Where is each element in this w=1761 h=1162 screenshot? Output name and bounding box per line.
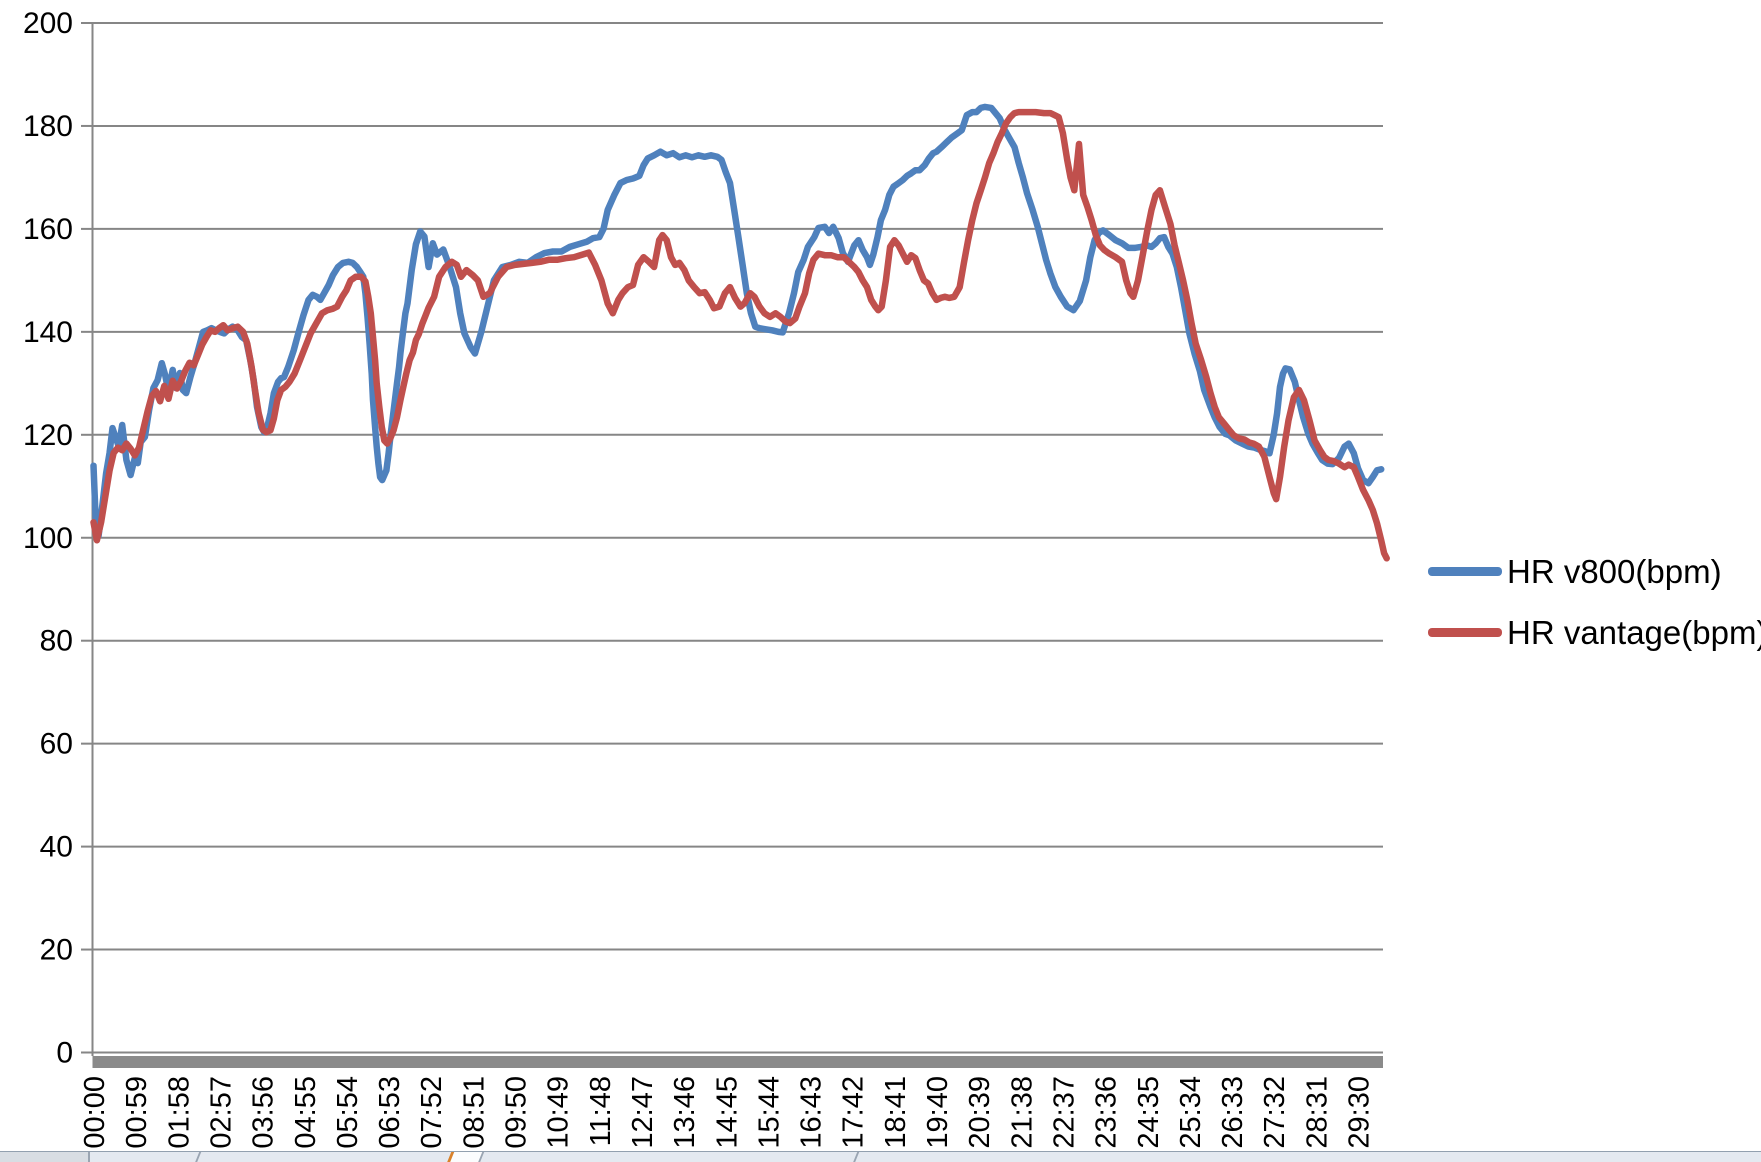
x-axis-label-10-49: 10:49: [543, 1076, 575, 1149]
y-axis-label-60: 60: [40, 728, 73, 761]
legend-swatch-red-line: [1428, 627, 1502, 637]
x-axis-label-23-36: 23:36: [1091, 1076, 1123, 1149]
x-axis-label-22-37: 22:37: [1048, 1076, 1080, 1149]
legend-label-hr-v800: HR v800(bpm): [1507, 552, 1722, 590]
x-axis-label-29-30: 29:30: [1344, 1076, 1376, 1149]
y-axis-label-80: 80: [40, 625, 73, 658]
x-axis-label-25-34: 25:34: [1175, 1076, 1207, 1149]
x-axis-label-05-54: 05:54: [332, 1076, 364, 1149]
x-axis-label-26-33: 26:33: [1217, 1076, 1249, 1149]
x-axis-label-11-48: 11:48: [585, 1076, 617, 1146]
x-axis-label-28-31: 28:31: [1301, 1076, 1333, 1149]
x-axis-label-18-41: 18:41: [880, 1076, 912, 1149]
x-axis-label-08-51: 08:51: [458, 1076, 490, 1149]
legend-label-hr-vantage: HR vantage(bpm): [1507, 613, 1761, 651]
x-axis-label-01-58: 01:58: [163, 1076, 195, 1149]
y-axis-label-40: 40: [40, 831, 73, 864]
y-axis-label-0: 0: [56, 1037, 73, 1070]
y-axis-label-120: 120: [23, 419, 73, 452]
x-axis-label-14-45: 14:45: [711, 1076, 743, 1149]
x-axis-bar: [92, 1056, 1383, 1068]
x-axis-label-16-43: 16:43: [796, 1076, 828, 1149]
chart-legend: HR v800(bpm) HR vantage(bpm): [1428, 552, 1761, 678]
x-axis-label-20-39: 20:39: [964, 1076, 996, 1149]
y-axis-label-100: 100: [23, 522, 73, 555]
x-axis-label-13-46: 13:46: [669, 1076, 701, 1149]
y-axis-label-20: 20: [40, 934, 73, 967]
y-axis-label-140: 140: [23, 316, 73, 349]
y-axis-label-200: 200: [23, 7, 73, 40]
x-axis-label-21-38: 21:38: [1006, 1076, 1038, 1149]
x-axis-label-17-42: 17:42: [838, 1076, 870, 1149]
sheet-tab-separator: [852, 1152, 860, 1162]
series-line-hr-v800: [90, 103, 1385, 539]
y-axis-label-180: 180: [23, 110, 73, 143]
x-axis-label-00-00: 00:00: [79, 1076, 111, 1149]
x-axis-label-19-40: 19:40: [922, 1076, 954, 1149]
x-axis-label-09-50: 09:50: [501, 1076, 533, 1149]
sheet-tab-strip: [0, 1151, 1761, 1162]
x-axis-label-02-57: 02:57: [205, 1076, 237, 1149]
legend-item-hr-v800: HR v800(bpm): [1428, 552, 1761, 590]
x-axis-label-00-59: 00:59: [121, 1076, 153, 1149]
x-axis-label-06-53: 06:53: [374, 1076, 406, 1149]
active-sheet-tab[interactable]: [446, 1152, 485, 1162]
x-axis-label-12-47: 12:47: [627, 1076, 659, 1149]
sheet-tab-separator: [194, 1152, 202, 1162]
legend-swatch-blue-line: [1428, 566, 1502, 576]
legend-item-hr-vantage: HR vantage(bpm): [1428, 613, 1761, 651]
y-axis-label-160: 160: [23, 213, 73, 246]
x-axis-label-07-52: 07:52: [416, 1076, 448, 1149]
x-axis-label-04-55: 04:55: [290, 1076, 322, 1149]
x-axis-label-27-32: 27:32: [1259, 1076, 1291, 1149]
x-axis-label-15-44: 15:44: [753, 1076, 785, 1149]
series-line-hr-vantage: [90, 108, 1390, 562]
sheet-strip-left-block[interactable]: [0, 1152, 90, 1162]
x-axis-label-24-35: 24:35: [1133, 1076, 1165, 1149]
x-axis-label-03-56: 03:56: [248, 1076, 280, 1149]
